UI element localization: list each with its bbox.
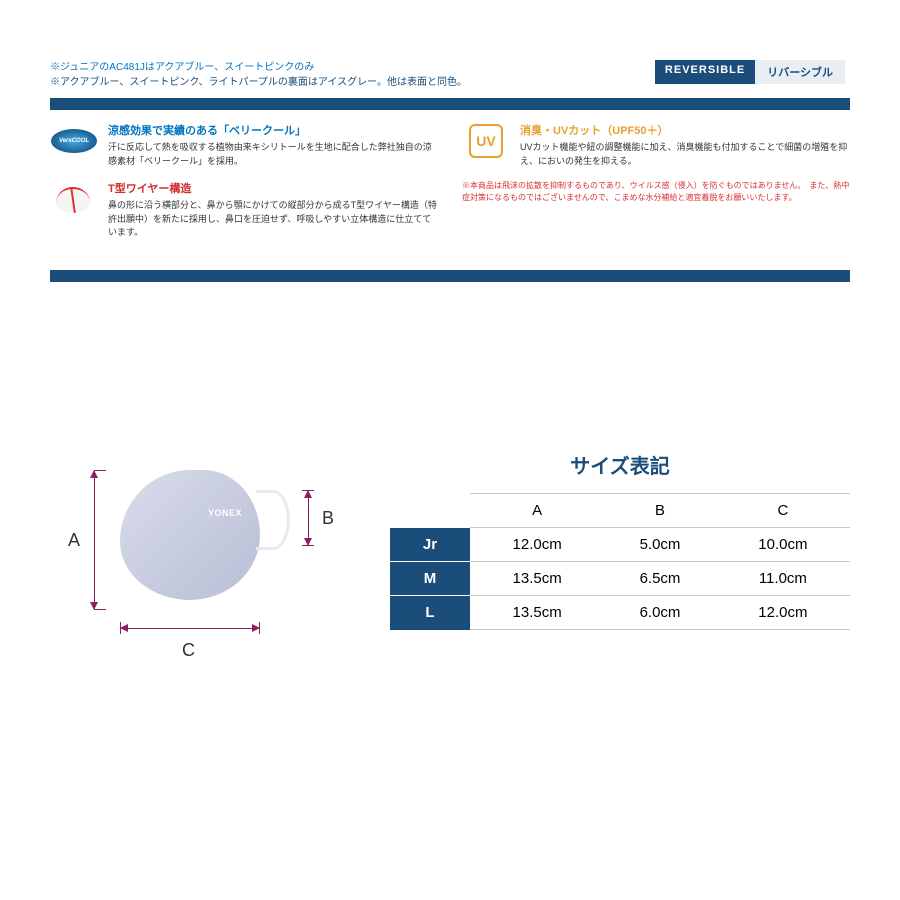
cell: 6.0cm [604, 596, 715, 630]
col-header: C [716, 494, 850, 528]
header-notes: ※ジュニアのAC481Jはアクアブルー、スイートピンクのみ ※アクアブルー、スイ… [50, 60, 467, 90]
row-label: L [390, 596, 470, 630]
uv-icon: UV [462, 122, 510, 160]
cell: 13.5cm [470, 562, 604, 596]
row-label: Jr [390, 528, 470, 562]
features-right-column: UV 消臭・UVカット（UPF50＋） UVカット機能や紐の調整機能に加え、消臭… [462, 122, 850, 252]
feature-wire-title: T型ワイヤー構造 [108, 180, 438, 196]
feature-wire: T型ワイヤー構造 鼻の形に沿う横部分と、鼻から顎にかけての縦部分から成るT型ワイ… [50, 180, 438, 240]
size-table-wrap: サイズ表記 A B C Jr 12.0cm 5.0cm 10.0cm M [390, 450, 850, 630]
col-header: A [470, 494, 604, 528]
feature-cool-title: 涼感効果で実績のある「ベリークール」 [108, 122, 438, 138]
dim-label-c: C [182, 640, 195, 661]
cell: 5.0cm [604, 528, 715, 562]
table-row: M 13.5cm 6.5cm 11.0cm [390, 562, 850, 596]
cell: 12.0cm [716, 596, 850, 630]
dimension-line-c [120, 628, 260, 629]
cell: 12.0cm [470, 528, 604, 562]
size-table-title: サイズ表記 [390, 450, 850, 479]
cell: 13.5cm [470, 596, 604, 630]
features-section: VerxCOOL 涼感効果で実績のある「ベリークール」 汗に反応して熱を吸収する… [50, 122, 850, 252]
reversible-badge: REVERSIBLE リバーシブル [655, 60, 845, 84]
cell: 6.5cm [604, 562, 715, 596]
note-line-2: ※アクアブルー、スイートピンク、ライトパープルの裏面はアイスグレー。他は表面と同… [50, 75, 467, 90]
table-row: L 13.5cm 6.0cm 12.0cm [390, 596, 850, 630]
cell: 10.0cm [716, 528, 850, 562]
mask-body-image: YONEX [120, 470, 260, 600]
badge-ja: リバーシブル [755, 60, 845, 84]
divider-bar-top [50, 98, 850, 110]
feature-uv: UV 消臭・UVカット（UPF50＋） UVカット機能や紐の調整機能に加え、消臭… [462, 122, 850, 168]
table-row: Jr 12.0cm 5.0cm 10.0cm [390, 528, 850, 562]
feature-uv-text: UVカット機能や紐の調整機能に加え、消臭機能も付加することで細菌の増殖を抑え、に… [520, 141, 850, 168]
mask-diagram: YONEX A B C [50, 450, 360, 660]
brand-logo: YONEX [208, 508, 242, 518]
divider-bar-bottom [50, 270, 850, 282]
feature-uv-title: 消臭・UVカット（UPF50＋） [520, 122, 850, 138]
size-table: A B C Jr 12.0cm 5.0cm 10.0cm M 13.5cm 6.… [390, 493, 850, 630]
features-left-column: VerxCOOL 涼感効果で実績のある「ベリークール」 汗に反応して熱を吸収する… [50, 122, 438, 252]
cell: 11.0cm [716, 562, 850, 596]
verycool-icon: VerxCOOL [50, 122, 98, 160]
size-section: YONEX A B C サイズ表記 A B C [50, 450, 850, 660]
col-header: B [604, 494, 715, 528]
row-label: M [390, 562, 470, 596]
mask-wire-icon [50, 180, 98, 218]
feature-wire-text: 鼻の形に沿う横部分と、鼻から顎にかけての縦部分から成るT型ワイヤー構造（特許出願… [108, 199, 438, 240]
dim-label-a: A [68, 530, 80, 551]
dim-label-b: B [322, 508, 334, 529]
badge-en: REVERSIBLE [655, 60, 755, 84]
dimension-line-a [94, 470, 95, 610]
feature-cool-text: 汗に反応して熱を吸収する植物由来キシリトールを生地に配合した弊社独自の涼感素材「… [108, 141, 438, 168]
mask-strap [256, 490, 290, 550]
warning-note: ※本商品は飛沫の拡散を抑制するものであり、ウイルス感（侵入）を防ぐものではありま… [462, 180, 850, 204]
feature-cool: VerxCOOL 涼感効果で実績のある「ベリークール」 汗に反応して熱を吸収する… [50, 122, 438, 168]
note-line-1: ※ジュニアのAC481Jはアクアブルー、スイートピンクのみ [50, 60, 467, 75]
